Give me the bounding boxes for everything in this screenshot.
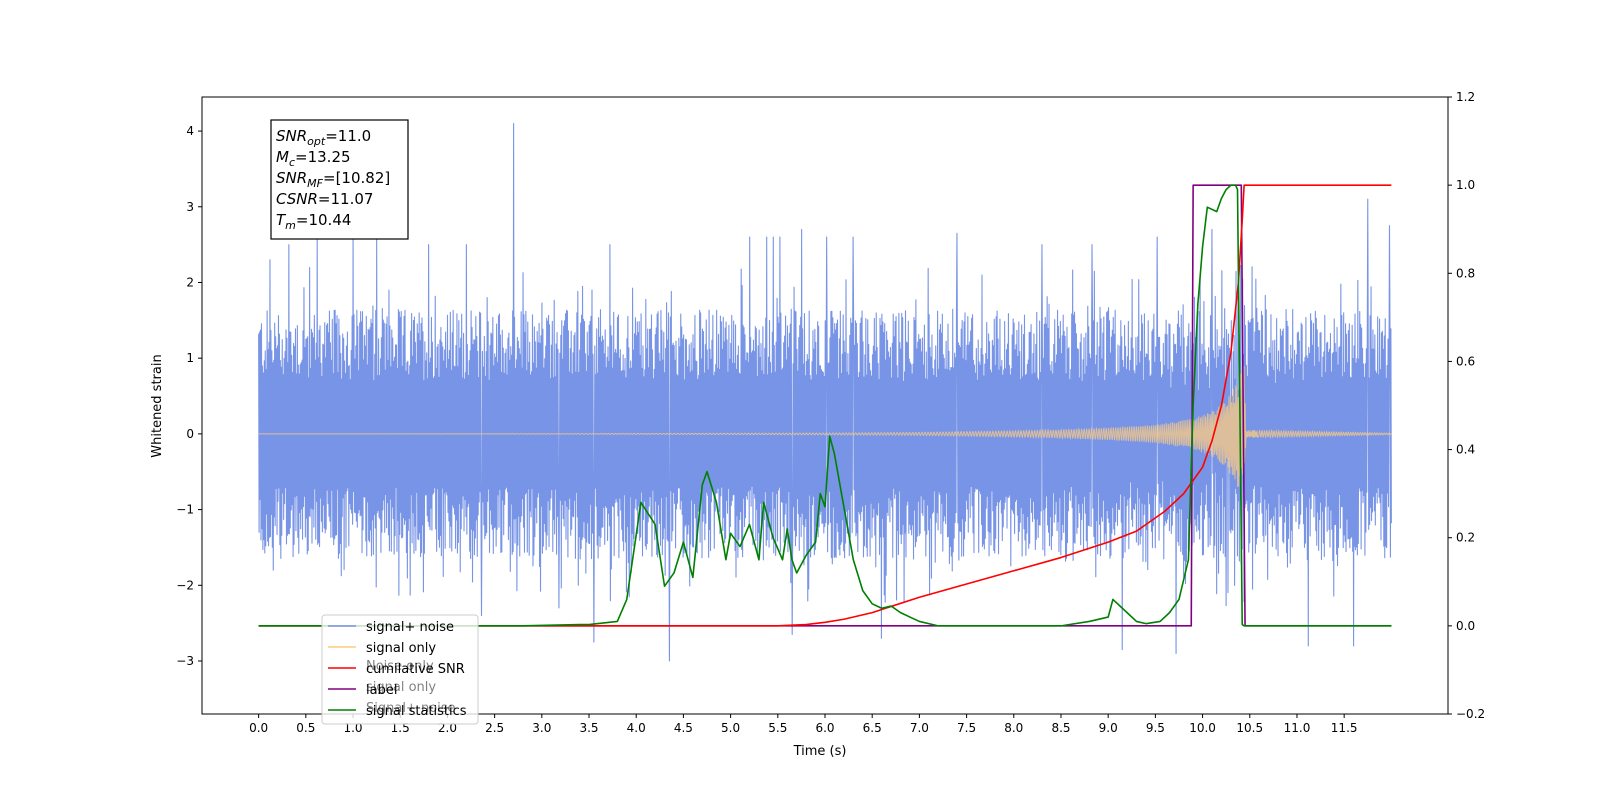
annotation-line: CSNR=11.07 [276,190,373,208]
y-tick-label: −2 [176,578,194,592]
legend-label: signal statistics [366,704,467,719]
annotation-line: Tm=10.44 [276,211,351,232]
ticks-layer: 0.0 0.5 1.0 1.5 2.0 2.5 3.0 3.5 4.0 4.5 5.0 5.5 6.0 6… [176,90,1485,735]
x-tick-label: 0.0 [249,721,268,735]
x-tick-label: 10.0 [1189,721,1216,735]
y2-tick-label: 0.8 [1456,266,1475,280]
y-tick-label: 0 [186,427,194,441]
x-tick-label: 2.5 [485,721,504,735]
x-tick-label: 4.0 [627,721,646,735]
x-tick-label: 5.5 [768,721,787,735]
legend-ghost-text: Noise only [366,659,434,674]
series-layer [258,122,1392,662]
x-tick-label: 3.5 [579,721,598,735]
x-tick-label: 8.0 [1004,721,1023,735]
x-tick-label: 11.0 [1284,721,1311,735]
series-signal-plus-noise [258,122,1392,662]
y-tick-label: 4 [186,124,194,138]
x-tick-label: 4.5 [674,721,693,735]
x-tick-label: 8.5 [1051,721,1070,735]
annotation-box: SNRopt=11.0Mc=13.25SNRMF=[10.82]CSNR=11.… [270,119,409,240]
annotation-line: SNRMF=[10.82] [276,169,390,190]
y2-tick-label: 0.2 [1456,531,1475,545]
legend-label: label [366,683,397,698]
x-tick-label: 9.5 [1146,721,1165,735]
x-tick-label: 0.5 [296,721,315,735]
x-tick-label: 3.0 [532,721,551,735]
x-tick-label: 10.5 [1236,721,1263,735]
annotation-line: SNRopt=11.0 [276,127,371,148]
x-tick-label: 11.5 [1331,721,1358,735]
y2-tick-label: 0.0 [1456,619,1475,633]
y2-tick-label: 0.6 [1456,354,1475,368]
annotation-frame [270,119,409,240]
x-tick-label: 5.0 [721,721,740,735]
x-tick-label: 7.0 [910,721,929,735]
x-tick-label: 6.0 [815,721,834,735]
y-tick-label: 1 [186,351,194,365]
x-axis-label: Time (s) [793,744,847,759]
y-tick-label: −1 [176,503,194,517]
y2-tick-label: 1.0 [1456,178,1475,192]
legend-label: signal+ noise [366,620,454,635]
legend-frame [321,614,479,725]
series-signal-statistics [258,184,1392,627]
x-tick-label: 7.5 [957,721,976,735]
y2-tick-label: −0.2 [1456,707,1485,721]
y2-tick-label: 0.4 [1456,443,1475,457]
y2-tick-label: 1.2 [1456,90,1475,104]
y-tick-label: 2 [186,275,194,289]
series-cumilative-snr [258,184,1392,627]
legend-ghost-text: Signal+ noise [366,701,456,716]
y-tick-label: 3 [186,200,194,214]
y-tick-label: −3 [176,654,194,668]
x-tick-label: 9.0 [1099,721,1118,735]
legend-label: cumilative SNR [366,662,465,677]
x-tick-label: 6.5 [863,721,882,735]
legend-ghost-text: signal only [366,680,436,695]
legend-label: signal only [366,641,436,656]
series-signal-only [258,365,1392,488]
annotation-line: Mc=13.25 [276,148,351,169]
y-axis-label: Whitened strain [150,354,165,457]
